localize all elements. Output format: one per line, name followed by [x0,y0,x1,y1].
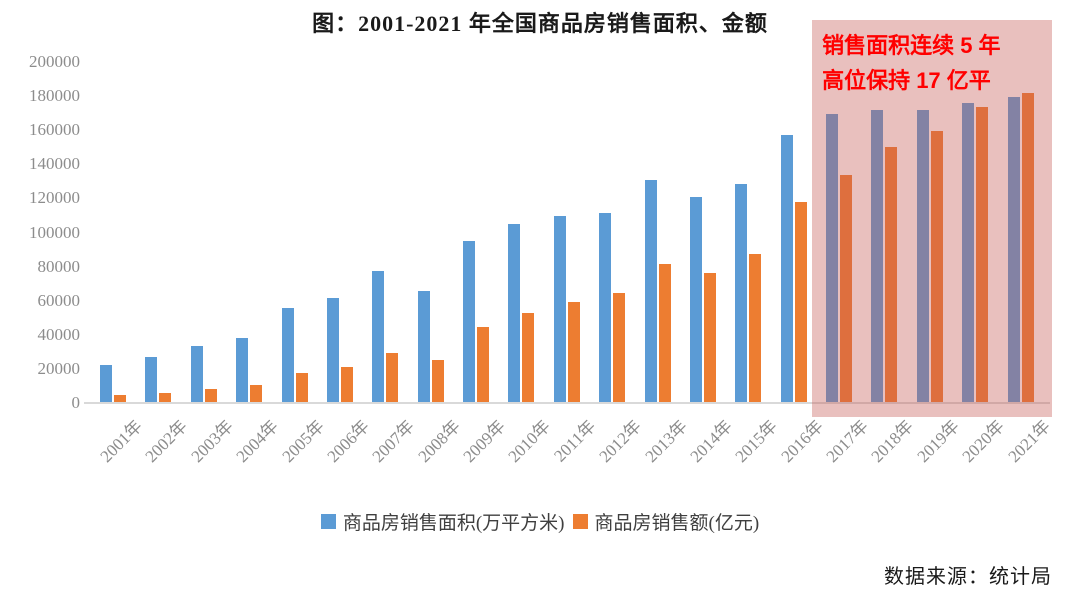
legend-label-sales-amount: 商品房销售额(亿元) [594,513,760,534]
x-tick-label-2020年: 2020年 [958,416,1009,467]
y-tick-label-200000: 200000 [29,52,80,71]
y-tick-label-60000: 60000 [37,290,81,310]
bar-sales-area-2002年 [145,357,158,403]
y-tick-label-0: 0 [71,393,81,412]
x-tick-label-2010年: 2010年 [504,416,555,467]
highlight-region-2017-2021: 销售面积连续 5 年 高位保持 17 亿平 [812,20,1052,417]
x-tick-label-2004年: 2004年 [232,416,283,467]
x-tick-label-2009年: 2009年 [459,416,510,467]
y-tick-label-80000: 80000 [37,256,81,276]
bar-sales-amount-2011年 [567,302,580,403]
bar-sales-amount-2010年 [522,313,535,403]
bar-sales-amount-2015年 [749,254,762,403]
y-tick-label-40000: 40000 [37,324,81,344]
bar-sales-area-2007年 [372,271,385,403]
bar-sales-amount-2012年 [613,293,626,403]
bar-sales-area-2012年 [599,213,612,403]
bar-sales-area-2015年 [735,184,748,403]
y-tick-label-100000: 100000 [29,222,80,242]
x-tick-label-2019年: 2019年 [913,416,963,467]
legend-label-sales-area: 商品房销售面积(万平方米) [342,513,565,534]
x-tick-label-2007年: 2007年 [368,416,419,467]
x-tick-label-2021年: 2021年 [1004,416,1054,467]
bar-sales-area-2008年 [417,291,430,403]
bar-sales-amount-2004年 [250,385,263,403]
plot-area: 0 20000 40000 60000 80000 100000 120000 140000 1… [0,20,1080,467]
bar-sales-area-2011年 [553,216,566,403]
x-tick-label-2014年: 2014年 [686,416,736,467]
highlight-annotation: 销售面积连续 5 年 高位保持 17 亿平 [822,28,1000,98]
legend-item-sales-area: 商品房销售面积(万平方米) [320,508,565,535]
bar-sales-area-2020年 [962,103,975,403]
bar-sales-area-2005年 [281,308,294,403]
bar-sales-amount-2014年 [703,273,716,403]
bar-sales-amount-2019年 [930,131,943,403]
x-tick-label-2003年: 2003年 [187,416,237,467]
x-tick-label-2006年: 2006年 [323,416,373,467]
bar-sales-area-2021年 [1007,97,1020,403]
legend-item-sales-amount: 商品房销售额(亿元) [572,508,760,535]
bar-sales-area-2019年 [916,110,929,403]
x-tick-label-2001年: 2001年 [96,416,146,467]
y-tick-label-20000: 20000 [37,358,81,378]
x-tick-label-2013年: 2013年 [641,416,691,467]
x-axis-line [84,402,1050,404]
x-tick-label-2016年: 2016年 [777,416,827,467]
bar-sales-amount-2021年 [1021,93,1034,403]
bar-sales-area-2004年 [236,338,249,403]
x-tick-label-2011年: 2011年 [550,416,600,466]
source-note: 数据来源：统计局 [884,566,1052,588]
legend: 商品房销售面积(万平方米) 商品房销售额(亿元) [0,508,1080,535]
bar-sales-amount-2008年 [431,360,444,403]
bar-sales-area-2013年 [644,180,657,403]
bar-sales-amount-2016年 [794,202,807,403]
x-tick-label-2012年: 2012年 [595,416,646,467]
bar-sales-area-2017年 [826,114,839,403]
bar-sales-area-2003年 [190,346,203,403]
bar-sales-amount-2006年 [340,367,353,403]
y-tick-label-160000: 160000 [29,120,80,140]
legend-swatch-blue [320,514,336,529]
y-tick-label-180000: 180000 [29,86,80,106]
bar-sales-area-2009年 [463,241,476,403]
bar-sales-area-2010年 [508,224,521,403]
bar-sales-amount-2018年 [885,147,898,403]
bar-sales-amount-2020年 [976,107,989,403]
x-tick-label-2015年: 2015年 [731,416,782,467]
x-tick-label-2005年: 2005年 [278,416,328,467]
bar-sales-amount-2017年 [840,175,853,403]
y-tick-label-140000: 140000 [29,154,80,174]
bar-sales-area-2018年 [871,110,884,403]
y-tick-label-120000: 120000 [29,188,80,208]
annotation-line-1: 销售面积连续 5 年 [822,33,1001,58]
x-tick-label-2017年: 2017年 [822,416,873,467]
bar-sales-amount-2003年 [204,389,217,403]
bar-sales-amount-2002年 [159,393,172,403]
bar-sales-area-2006年 [326,298,339,403]
x-tick-label-2002年: 2002年 [141,416,192,467]
x-tick-label-2008年: 2008年 [414,416,464,467]
bar-sales-area-2016年 [780,135,793,403]
bar-sales-amount-2013年 [658,264,671,403]
bar-sales-amount-2007年 [386,353,399,403]
annotation-line-2: 高位保持 17 亿平 [822,68,991,94]
bar-sales-amount-2005年 [295,373,308,403]
bar-sales-amount-2001年 [114,395,126,403]
bars-layer [0,62,1080,403]
bar-sales-amount-2009年 [477,327,490,403]
bar-sales-area-2014年 [689,197,702,403]
chart-title: 图：2001-2021 年全国商品房销售面积、金额 [312,11,768,36]
legend-swatch-orange [572,514,588,529]
x-tick-label-2018年: 2018年 [867,416,918,467]
bar-sales-area-2001年 [100,365,112,403]
